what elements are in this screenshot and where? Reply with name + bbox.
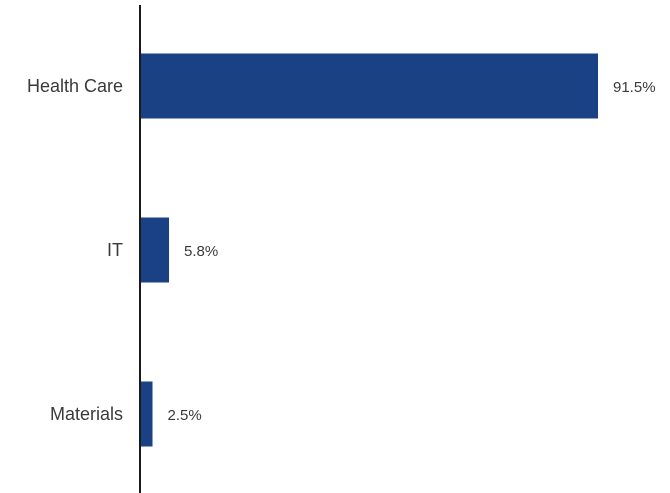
labels-layer: Health Care 91.5% IT 5.8% Materials 2.5%: [27, 76, 656, 424]
bars-layer: [140, 53, 598, 447]
bar-materials: [140, 381, 153, 447]
value-label-materials: 2.5%: [168, 407, 202, 424]
bar-it: [140, 217, 170, 283]
value-label-health-care: 91.5%: [613, 79, 656, 96]
category-label-it: IT: [107, 240, 123, 260]
category-label-materials: Materials: [50, 404, 123, 424]
value-label-it: 5.8%: [184, 243, 218, 260]
category-label-health-care: Health Care: [27, 76, 123, 96]
bar-health-care: [140, 53, 598, 119]
